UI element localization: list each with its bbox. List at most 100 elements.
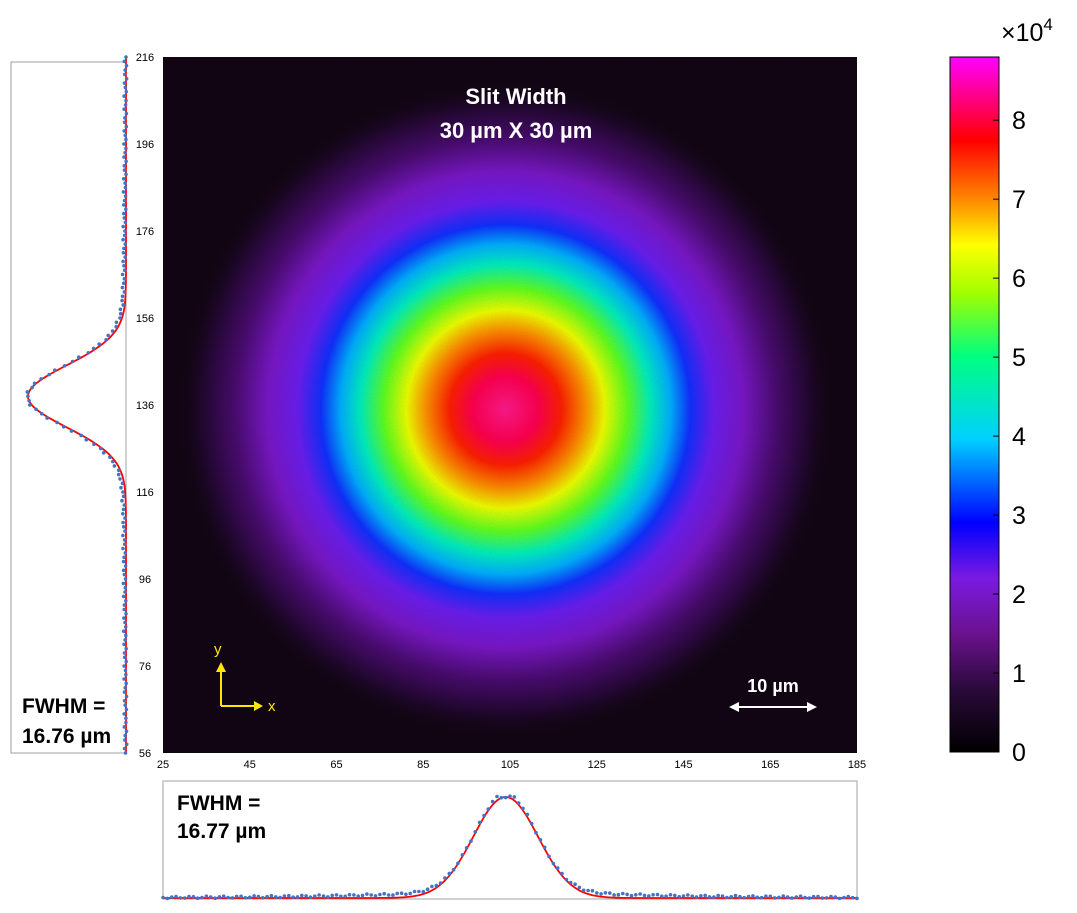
x-profile-point <box>382 891 387 896</box>
x-profile-point <box>261 896 265 900</box>
y-profile-point <box>27 398 31 403</box>
y-profile-point <box>123 242 128 246</box>
y-profile-point <box>70 359 75 364</box>
y-profile-point <box>121 525 126 529</box>
y-profile-panel <box>10 61 127 754</box>
y-profile-point <box>69 429 74 433</box>
x-profile-point <box>616 892 621 897</box>
y-profile-point <box>34 407 38 412</box>
x-tick-label: 65 <box>330 759 342 771</box>
x-profile-point <box>668 893 673 897</box>
x-profile-point <box>612 893 616 897</box>
y-profile-point <box>124 716 128 720</box>
x-profile-point <box>208 895 213 899</box>
y-profile-point <box>123 638 127 642</box>
y-profile-point <box>123 133 128 138</box>
y-profile-point <box>123 194 128 198</box>
y-profile-point <box>124 124 129 129</box>
x-profile-point <box>846 894 851 899</box>
x-profile-point <box>820 896 825 900</box>
x-profile-point <box>425 887 430 891</box>
x-profile-point <box>621 891 625 896</box>
y-profile-point <box>120 481 125 486</box>
y-profile-point <box>122 616 126 620</box>
y-profile-point <box>108 455 112 460</box>
y-profile-plot <box>25 55 129 755</box>
x-profile-point <box>243 896 248 900</box>
y-profile-point <box>123 738 127 742</box>
y-profile-point <box>124 111 129 116</box>
x-profile-point <box>751 894 755 898</box>
x-profile-point <box>373 894 378 898</box>
x-profile-plot <box>161 794 859 901</box>
colorbar-tick-label: 6 <box>1012 265 1026 293</box>
x-indicator-label: x <box>268 698 276 715</box>
y-profile-point <box>124 599 128 603</box>
x-tick-label: 145 <box>674 759 692 771</box>
x-profile-point <box>655 892 660 897</box>
y-profile-point <box>123 255 127 259</box>
heatmap-title: Slit Width <box>465 84 566 109</box>
y-profile-point <box>122 246 126 251</box>
x-profile-point <box>690 894 694 898</box>
x-profile-point <box>534 830 538 835</box>
x-profile-point <box>443 876 447 880</box>
x-profile-point <box>803 895 807 900</box>
y-profile-point <box>39 411 44 416</box>
x-profile-point <box>339 894 343 899</box>
y-profile-point <box>121 507 126 512</box>
colorbar-tick-label: 0 <box>1012 739 1026 767</box>
y-indicator-label: y <box>214 641 222 658</box>
x-tick-label: 45 <box>244 759 256 771</box>
y-profile-point <box>124 681 128 686</box>
x-arrow-head <box>254 701 263 711</box>
colorbar <box>949 56 1000 753</box>
colorbar-tick-label: 5 <box>1012 344 1026 372</box>
x-profile-point <box>195 896 200 900</box>
x-profile-point <box>816 894 820 899</box>
x-profile-point <box>343 894 348 899</box>
colorbar-ticks: 0 1 2 3 4 5 6 7 8 <box>993 107 1026 767</box>
y-profile-point <box>120 285 125 290</box>
y-profile-point <box>122 655 127 660</box>
x-profile-point <box>725 895 729 900</box>
x-tick-label: 165 <box>761 759 779 771</box>
y-profile-point <box>124 137 128 142</box>
x-profile-point <box>252 894 256 898</box>
x-tick-label: 85 <box>417 759 429 771</box>
y-profile-point <box>25 390 30 394</box>
x-profile-point <box>182 896 187 900</box>
x-profile-point <box>785 895 790 899</box>
colorbar-tick-label: 8 <box>1012 107 1026 135</box>
x-profile-point <box>317 893 321 897</box>
y-profile-point <box>79 433 83 438</box>
x-profile-point <box>169 895 174 899</box>
colorbar-tick-label: 1 <box>1012 660 1026 688</box>
x-profile-point <box>720 894 725 898</box>
x-profile-point <box>386 893 391 897</box>
scale-bar-left-head <box>729 702 739 712</box>
y-profile-point <box>124 55 128 59</box>
x-profile-point <box>855 896 859 901</box>
x-profile-point <box>469 839 473 843</box>
y-profile-point <box>122 538 127 542</box>
y-profile-point <box>122 607 126 612</box>
x-profile-point <box>794 895 799 899</box>
x-profile-point <box>798 894 803 898</box>
x-profile-point <box>434 883 439 888</box>
y-profile-point <box>30 385 34 390</box>
x-profile-point <box>217 895 222 899</box>
colorbar-tick-label: 7 <box>1012 186 1026 214</box>
x-profile-point <box>742 895 746 900</box>
y-profile-point <box>101 451 106 455</box>
x-profile-point <box>300 893 304 898</box>
x-profile-point <box>651 893 655 897</box>
y-profile-point <box>123 185 128 190</box>
y-profile-point <box>121 520 125 525</box>
x-profile-point <box>694 895 699 899</box>
y-profile-point <box>122 503 127 507</box>
x-profile-point <box>330 893 335 898</box>
y-profile-point <box>121 594 126 599</box>
y-profile-point <box>122 107 126 111</box>
x-profile-point <box>777 895 781 900</box>
